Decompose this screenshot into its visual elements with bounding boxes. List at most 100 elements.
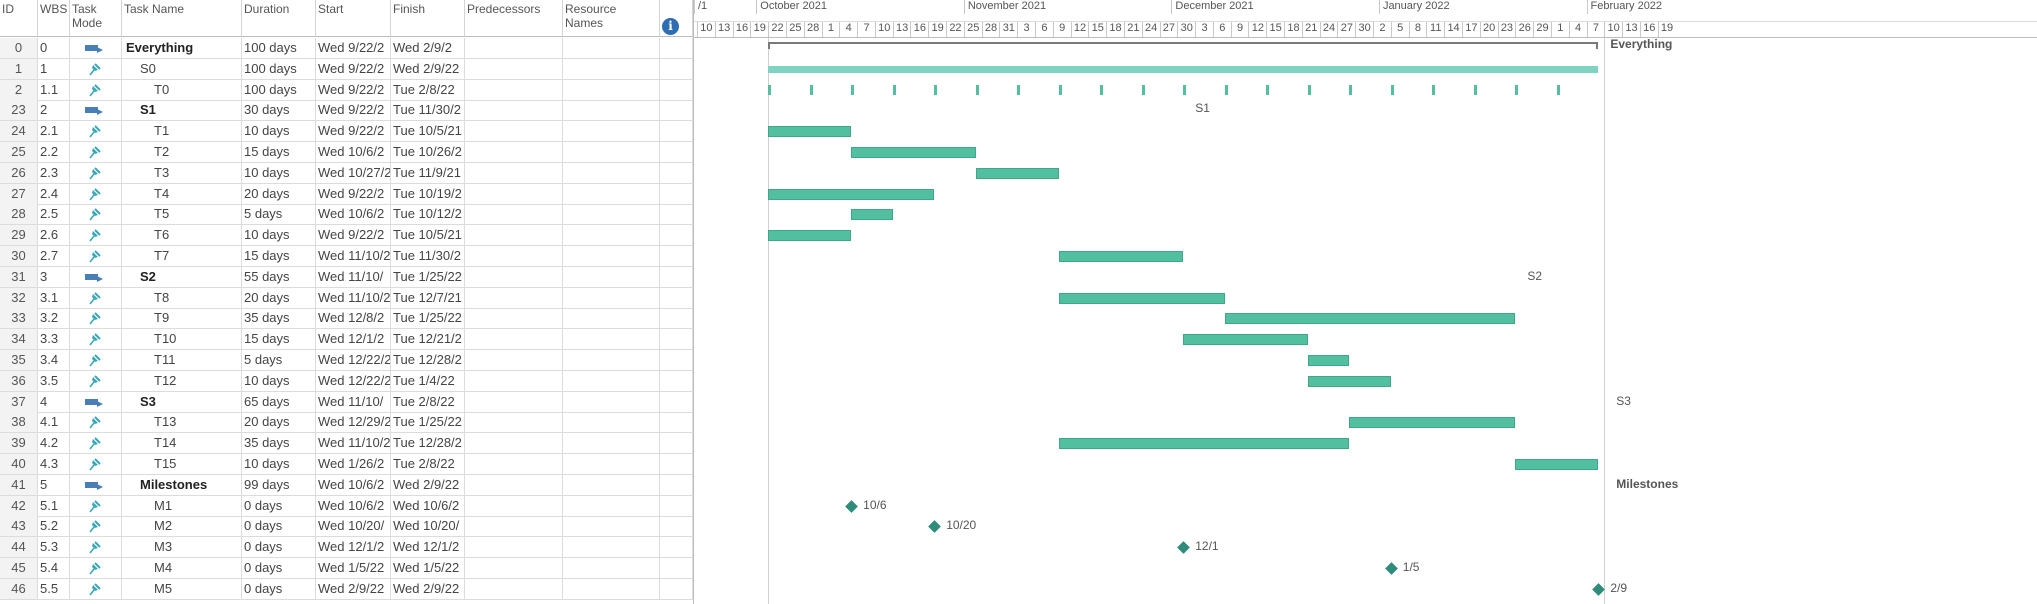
name-cell[interactable]: T1 (122, 121, 242, 143)
finish-cell[interactable]: Tue 1/25/22 (391, 412, 465, 434)
id-cell[interactable]: 43 (0, 516, 38, 538)
pred-cell[interactable] (465, 474, 563, 496)
id-cell[interactable]: 35 (0, 350, 38, 371)
wbs-cell[interactable]: 3.2 (38, 308, 70, 330)
timescale-day-label[interactable]: 16 (732, 22, 751, 37)
finish-cell[interactable]: Tue 2/8/22 (391, 454, 465, 475)
pred-cell[interactable] (465, 329, 563, 351)
pred-cell[interactable] (465, 578, 563, 600)
ind-cell[interactable] (660, 391, 693, 413)
table-row[interactable]: 34 3.3 T10 15 days Wed 12/1/2 Tue 12/21/2 (0, 329, 693, 351)
name-cell[interactable]: T15 (122, 454, 242, 475)
pred-cell[interactable] (465, 79, 563, 101)
wbs-cell[interactable]: 1.1 (38, 79, 70, 101)
timescale-month-label[interactable]: November 2021 (963, 0, 1046, 14)
finish-cell[interactable]: Wed 2/9/22 (391, 58, 465, 80)
res-cell[interactable] (563, 495, 660, 517)
finish-cell[interactable]: Tue 12/7/21 (391, 287, 465, 309)
pred-cell[interactable] (465, 537, 563, 559)
task-mode-cell[interactable] (70, 412, 122, 434)
ind-cell[interactable] (660, 121, 693, 143)
timescale-day-label[interactable]: 19 (750, 22, 768, 37)
col-header-predecessors[interactable]: Predecessors (465, 0, 563, 37)
duration-cell[interactable]: 100 days (242, 38, 316, 59)
ind-cell[interactable] (660, 204, 693, 226)
wbs-cell[interactable]: 4.1 (38, 412, 70, 434)
timescale-day-label[interactable]: 25 (785, 22, 804, 37)
start-cell[interactable]: Wed 10/27/2 (316, 162, 391, 184)
id-cell[interactable]: 0 (0, 38, 38, 59)
id-cell[interactable]: 44 (0, 537, 38, 559)
col-header-resources[interactable]: Resource Names (563, 0, 660, 37)
ind-cell[interactable] (660, 370, 693, 392)
gantt-recurring-tick[interactable] (1307, 84, 1311, 95)
name-cell[interactable]: M3 (122, 537, 242, 559)
id-cell[interactable]: 26 (0, 162, 38, 184)
pred-cell[interactable] (465, 100, 563, 122)
task-mode-cell[interactable] (70, 162, 122, 184)
pred-cell[interactable] (465, 370, 563, 392)
timescale-day-label[interactable]: 21 (1123, 22, 1142, 37)
timescale-day-label[interactable]: 28 (803, 22, 822, 37)
gantt-recurring-tick[interactable] (1224, 84, 1228, 95)
ind-cell[interactable] (660, 578, 693, 600)
res-cell[interactable] (563, 79, 660, 101)
timescale-month-label[interactable]: October 2021 (756, 0, 827, 14)
finish-cell[interactable]: Tue 11/9/21 (391, 162, 465, 184)
task-mode-cell[interactable] (70, 495, 122, 517)
ind-cell[interactable] (660, 100, 693, 122)
table-row[interactable]: 33 3.2 T9 35 days Wed 12/8/2 Tue 1/25/22 (0, 308, 693, 330)
pred-cell[interactable] (465, 246, 563, 267)
table-row[interactable]: 41 5 Milestones 99 days Wed 10/6/2 Wed 2/9/22 (0, 474, 693, 496)
ind-cell[interactable] (660, 266, 693, 288)
pred-cell[interactable] (465, 287, 563, 309)
gantt-recurring-tick[interactable] (1432, 84, 1436, 95)
task-mode-cell[interactable] (70, 391, 122, 413)
name-cell[interactable]: T0 (122, 79, 242, 101)
finish-cell[interactable]: Tue 12/21/2 (391, 329, 465, 351)
res-cell[interactable] (563, 266, 660, 288)
duration-cell[interactable]: 30 days (242, 100, 316, 122)
ind-cell[interactable] (660, 287, 693, 309)
gantt-task-bar[interactable] (1058, 251, 1184, 262)
res-cell[interactable] (563, 329, 660, 351)
timescale-day-label[interactable]: 30 (1355, 22, 1373, 37)
task-mode-cell[interactable] (70, 246, 122, 267)
id-cell[interactable]: 24 (0, 121, 38, 143)
duration-cell[interactable]: 100 days (242, 79, 316, 101)
finish-cell[interactable]: Tue 10/5/21 (391, 121, 465, 143)
table-row[interactable]: 31 3 S2 55 days Wed 11/10/Tue 1/25/22 (0, 266, 693, 288)
id-cell[interactable]: 40 (0, 454, 38, 475)
wbs-cell[interactable]: 2.7 (38, 246, 70, 267)
timescale-day-label[interactable]: 16 (1639, 22, 1658, 37)
gantt-task-bar[interactable] (1349, 417, 1516, 429)
duration-cell[interactable]: 55 days (242, 266, 316, 288)
timescale-month-label[interactable]: January 2022 (1378, 0, 1450, 14)
table-row[interactable]: 39 4.2 T14 35 days Wed 11/10/2 Tue 12/28/2 (0, 433, 693, 455)
timescale-day-label[interactable]: 10 (1604, 22, 1622, 37)
duration-cell[interactable]: 10 days (242, 454, 316, 475)
timescale-day-label[interactable]: 14 (1444, 22, 1462, 37)
res-cell[interactable] (563, 204, 660, 226)
gantt-task-bar[interactable] (1058, 438, 1350, 450)
gantt-recurring-tick[interactable] (975, 84, 979, 95)
pred-cell[interactable] (465, 558, 563, 579)
id-cell[interactable]: 39 (0, 433, 38, 455)
pred-cell[interactable] (465, 454, 563, 475)
duration-cell[interactable]: 0 days (242, 558, 316, 579)
timescale-month-label[interactable]: February 2022 (1586, 0, 1662, 14)
ind-cell[interactable] (660, 183, 693, 205)
gantt-recurring-tick[interactable] (809, 84, 813, 95)
table-row[interactable]: 45 5.4 M4 0 days Wed 1/5/22 Wed 1/5/22 (0, 558, 693, 579)
timescale-month-label[interactable]: December 2021 (1171, 0, 1254, 14)
task-mode-cell[interactable] (70, 142, 122, 163)
timescale-day-label[interactable]: 3 (1017, 22, 1035, 37)
wbs-cell[interactable]: 3 (38, 266, 70, 288)
start-cell[interactable]: Wed 10/6/2 (316, 495, 391, 517)
gantt-task-bar[interactable] (851, 209, 893, 221)
duration-cell[interactable]: 35 days (242, 308, 316, 330)
ind-cell[interactable] (660, 412, 693, 434)
timescale-day-label[interactable]: 13 (1622, 22, 1640, 37)
timescale-day-label[interactable]: 18 (1284, 22, 1302, 37)
task-mode-cell[interactable] (70, 287, 122, 309)
